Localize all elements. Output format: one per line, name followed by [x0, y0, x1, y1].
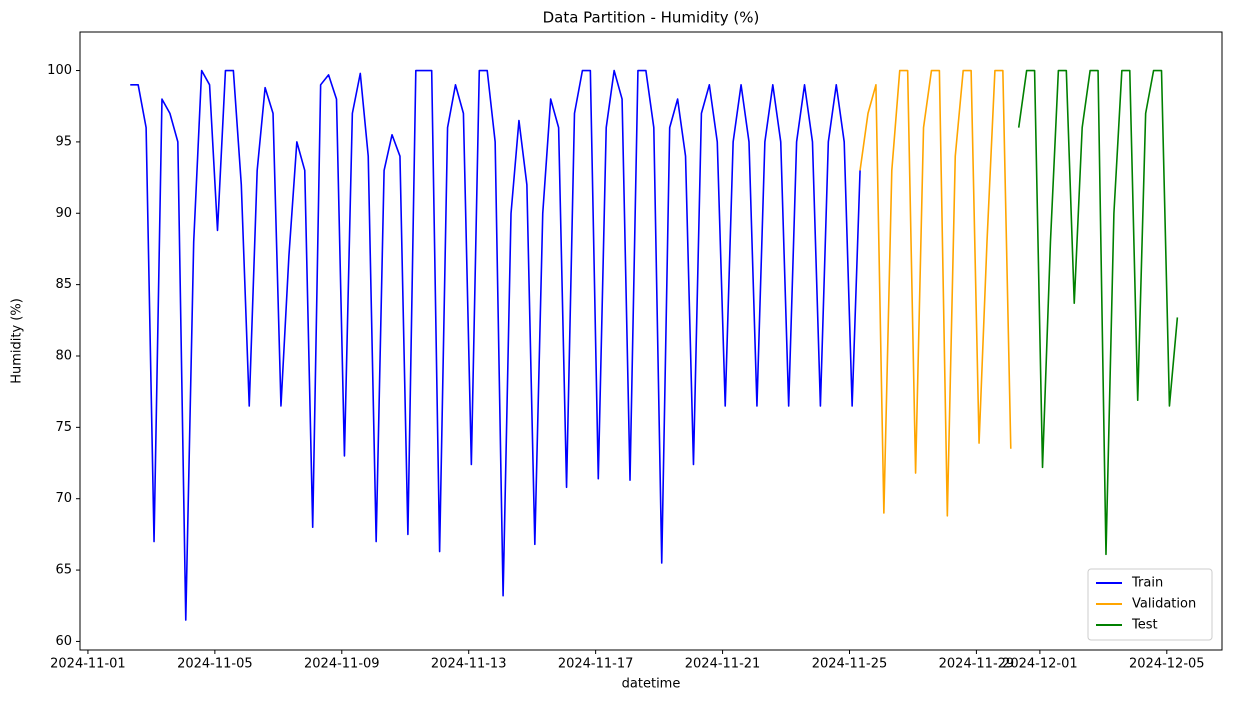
y-tick-label: 90 [55, 206, 72, 221]
legend: Train Validation Test [1087, 568, 1213, 641]
x-tick-label: 2024-11-21 [685, 657, 761, 672]
x-axis-label: datetime [622, 677, 681, 692]
y-tick-label: 65 [55, 563, 72, 578]
x-tick-label: 2024-11-25 [812, 657, 888, 672]
x-tick-label: 2024-11-05 [177, 657, 253, 672]
y-tick-label: 60 [55, 634, 72, 649]
y-tick-label: 85 [55, 277, 72, 292]
chart-title: Data Partition - Humidity (%) [543, 9, 760, 27]
x-tick-label: 2024-12-01 [1002, 657, 1078, 672]
y-tick-label: 75 [55, 420, 72, 435]
x-tick-label: 2024-11-01 [50, 657, 126, 672]
x-tick-label: 2024-11-09 [304, 657, 380, 672]
legend-label: Test [1131, 618, 1158, 633]
x-tick-label: 2024-11-17 [558, 657, 634, 672]
y-tick-label: 100 [47, 63, 72, 78]
x-tick-label: 2024-12-05 [1129, 657, 1205, 672]
series-line [859, 69, 1012, 517]
x-tick-label: 2024-11-29 [939, 657, 1015, 672]
y-tick-label: 80 [55, 348, 72, 363]
series-line [130, 69, 861, 621]
legend-box [1087, 568, 1213, 641]
legend-label: Train [1131, 576, 1163, 591]
y-axis-label: Humidity (%) [10, 298, 25, 384]
x-tick-label: 2024-11-13 [431, 657, 507, 672]
plot-frame [79, 31, 1223, 651]
legend-label: Validation [1132, 597, 1196, 612]
y-tick-label: 70 [55, 491, 72, 506]
y-tick-label: 95 [55, 134, 72, 149]
series-line [1017, 69, 1179, 556]
